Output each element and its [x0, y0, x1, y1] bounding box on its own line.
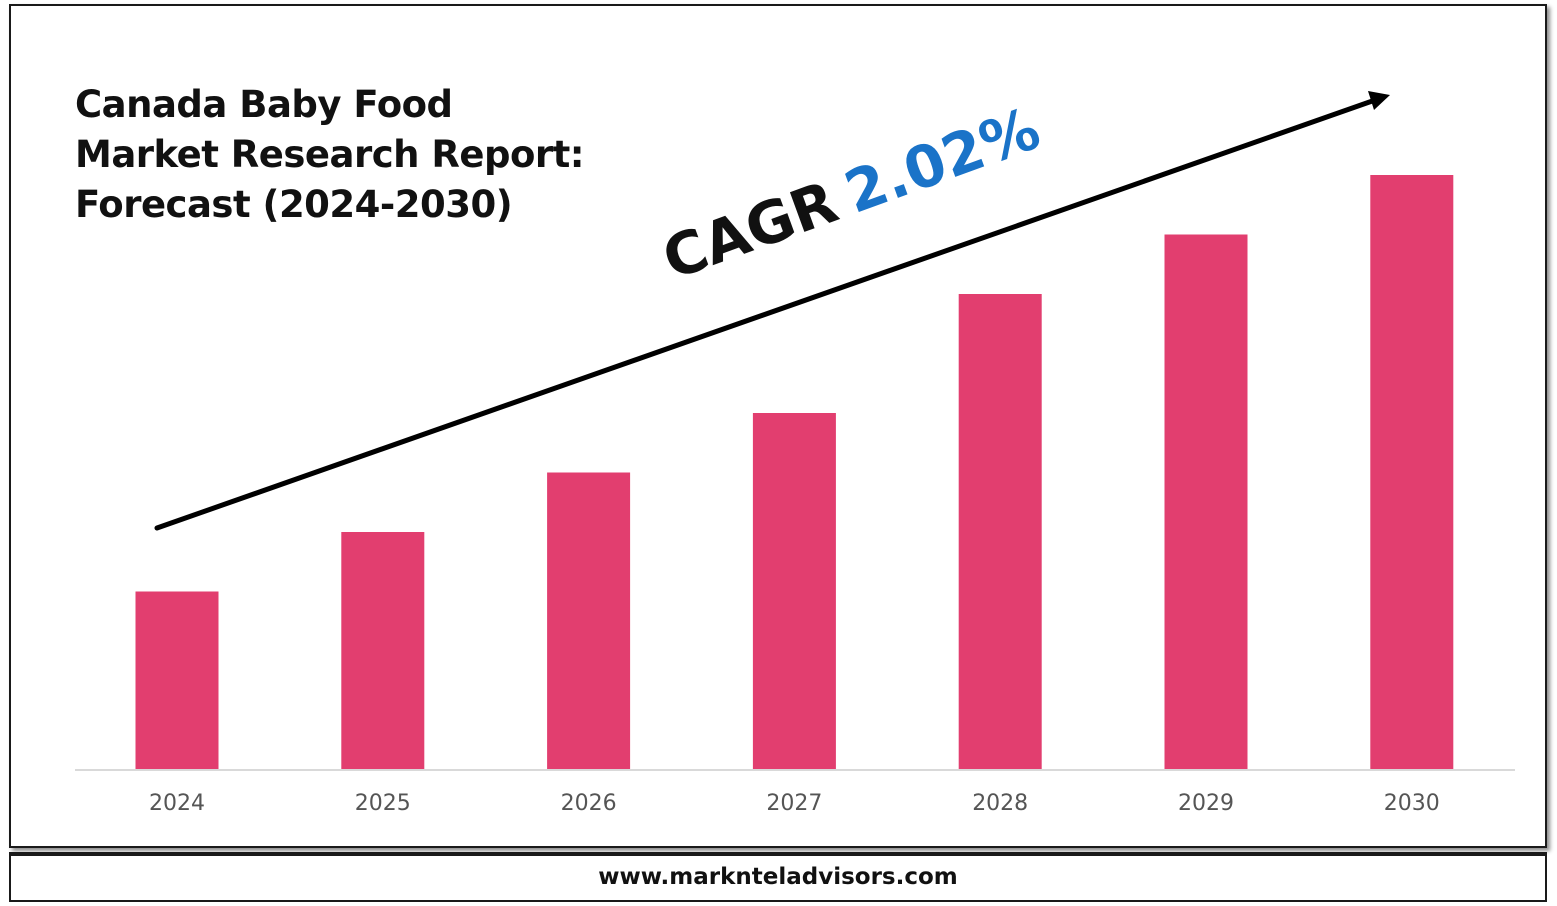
title-line-3: Forecast (2024-2030) [75, 183, 513, 226]
x-tick-label-2025: 2025 [355, 791, 411, 816]
title-line-2: Market Research Report: [75, 133, 585, 176]
bar-group [135, 175, 1454, 770]
x-tick-labels: 2024 2025 2026 2027 2028 2029 2030 [149, 791, 1440, 816]
x-tick-label-2029: 2029 [1178, 791, 1234, 816]
x-tick-label-2030: 2030 [1384, 791, 1440, 816]
trend-arrow [154, 91, 1390, 531]
footer: www.marknteladvisors.com [9, 852, 1547, 902]
trend-arrow-head [1368, 91, 1390, 110]
title-line-1: Canada Baby Food [75, 83, 453, 126]
bar-2024 [135, 591, 219, 770]
trend-arrow-line [154, 96, 1381, 531]
x-tick-label-2024: 2024 [149, 791, 205, 816]
chart-title: Canada Baby Food Market Research Report:… [75, 80, 635, 230]
bar-2029 [1164, 234, 1248, 770]
bar-2027 [752, 413, 836, 770]
bar-2026 [547, 472, 631, 770]
x-tick-label-2028: 2028 [972, 791, 1028, 816]
footer-url[interactable]: www.marknteladvisors.com [598, 864, 958, 890]
bar-2030 [1370, 175, 1454, 770]
bar-2028 [958, 294, 1042, 770]
x-tick-label-2026: 2026 [561, 791, 617, 816]
bar-2025 [341, 532, 425, 770]
x-tick-label-2027: 2027 [766, 791, 822, 816]
